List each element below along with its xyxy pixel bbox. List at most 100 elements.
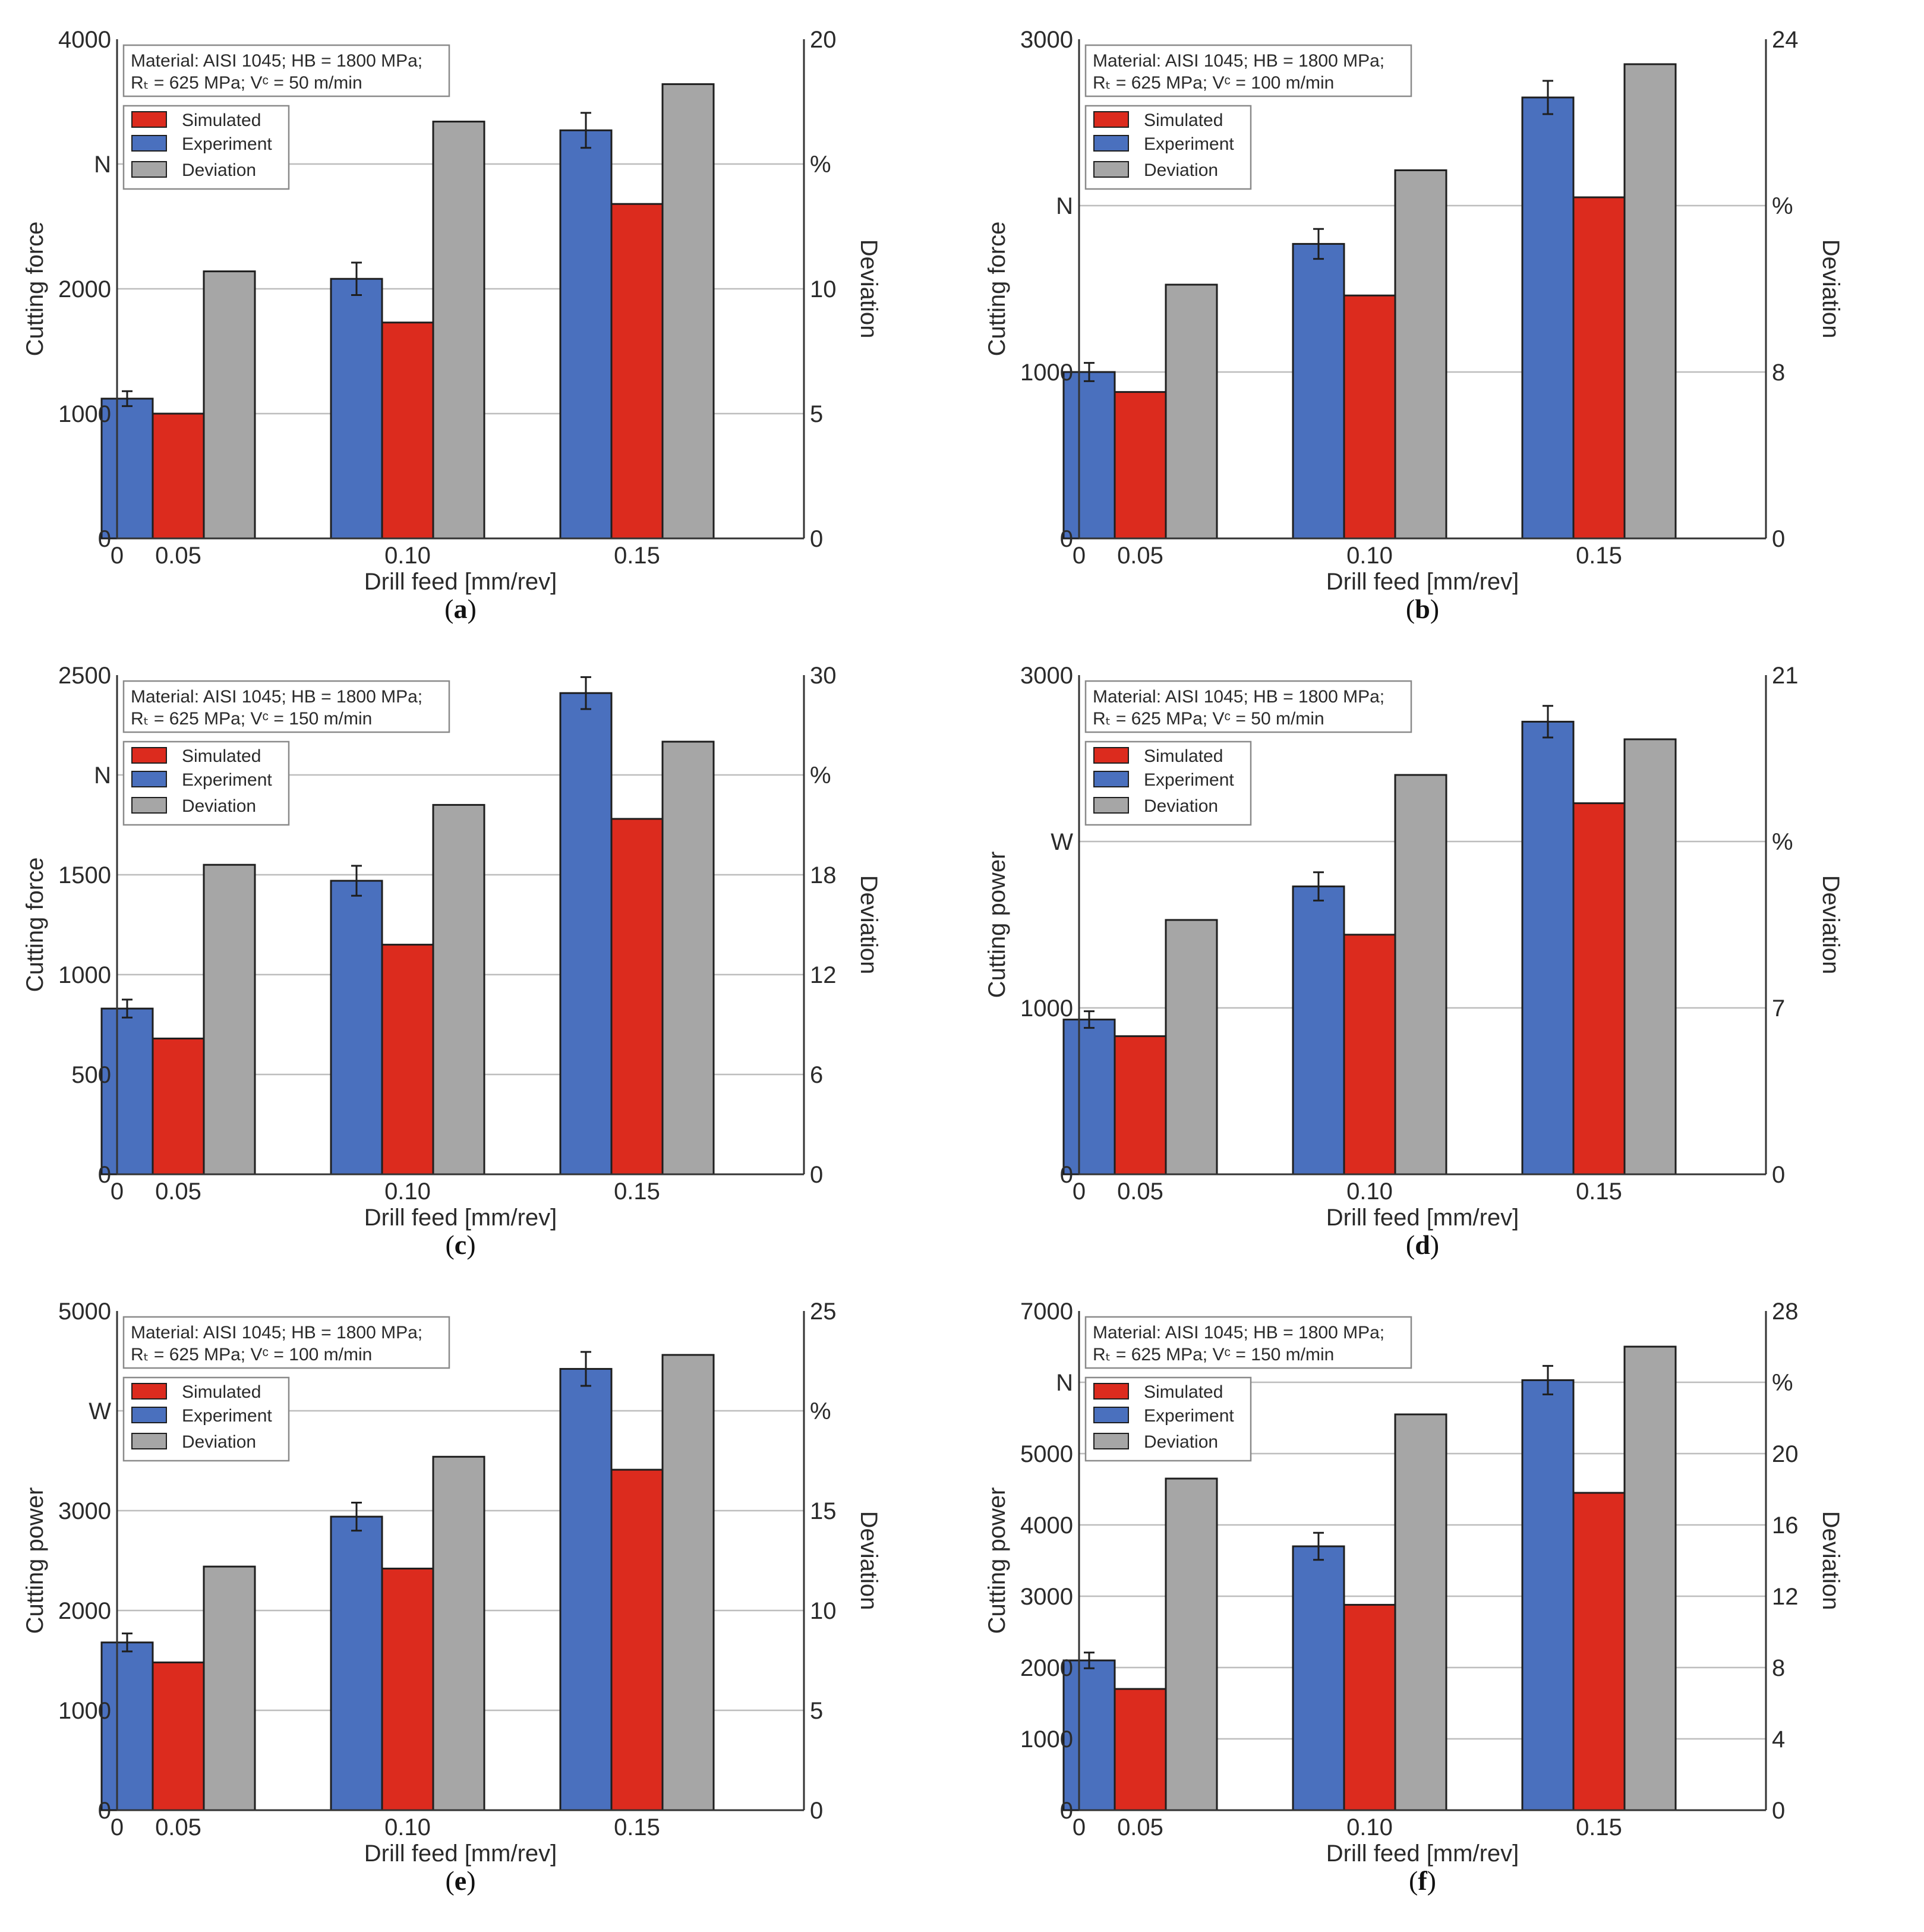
bar-experiment-0.05 xyxy=(1062,1019,1116,1175)
x-tick-label: 0.10 xyxy=(1346,543,1393,569)
y2-axis-label: Deviation xyxy=(1818,239,1844,339)
y2-tick-label: 5 xyxy=(810,401,823,427)
x-tick-label: 0.15 xyxy=(614,1178,660,1205)
y-tick-label: 1000 xyxy=(1020,995,1073,1022)
y2-tick-label: 10 xyxy=(810,276,837,302)
legend-label-experiment: Experiment xyxy=(182,1406,272,1426)
x-axis-label: Drill feed [mm/rev] xyxy=(1326,1840,1519,1867)
legend-label-deviation: Deviation xyxy=(182,1432,256,1452)
y-tick-label: 500 xyxy=(71,1062,111,1088)
bar-experiment-0.15 xyxy=(559,129,613,540)
legend-swatch-deviation xyxy=(131,1433,167,1449)
y2-tick-label: 20 xyxy=(810,27,837,53)
bar-experiment-0.15 xyxy=(1521,1379,1575,1811)
legend-label-deviation: Deviation xyxy=(1144,160,1218,180)
x-tick-label: 0.05 xyxy=(1117,1814,1163,1840)
legend-swatch-simulated xyxy=(131,747,167,764)
x-origin-label: 0 xyxy=(1073,543,1086,569)
y-tick-label: 2000 xyxy=(58,1598,111,1624)
bar-simulated-0.15 xyxy=(1572,1492,1626,1811)
legend-swatch-simulated xyxy=(131,1383,167,1400)
info-line-2: Rₜ = 625 MPa; Vᶜ = 150 m/min xyxy=(131,709,372,729)
bar-simulated-0.10 xyxy=(1343,1603,1396,1811)
info-line-2: Rₜ = 625 MPa; Vᶜ = 150 m/min xyxy=(1093,1345,1334,1364)
info-line-1: Material: AISI 1045; HB = 1800 MPa; xyxy=(131,687,422,707)
bar-simulated-0.15 xyxy=(1572,802,1626,1175)
y-tick-label: 1500 xyxy=(58,862,111,888)
y2-axis-label: Deviation xyxy=(1818,1511,1844,1610)
bar-simulated-0.15 xyxy=(610,818,664,1175)
chart-svg: 0 1000 W 3000 0 7% 21 0 0.05 0.10 0.15 Drill feed [… xyxy=(984,663,1844,1260)
panel-caption: (f) xyxy=(1409,1865,1436,1896)
legend-swatch-experiment xyxy=(1093,135,1129,152)
y-axis-label: Cutting power xyxy=(984,852,1010,998)
bar-simulated-0.05 xyxy=(152,1661,205,1811)
y2-tick-label: 16 xyxy=(1772,1512,1799,1539)
bar-deviation-0.10 xyxy=(432,1455,485,1811)
y-axis-label: Cutting power xyxy=(984,1487,1010,1634)
x-origin-label: 0 xyxy=(111,1178,124,1205)
y2-tick-label: 12 xyxy=(810,962,837,988)
bar-experiment-0.05 xyxy=(1062,371,1116,540)
bar-simulated-0.05 xyxy=(1114,1688,1167,1811)
legend-label-simulated: Simulated xyxy=(182,1382,261,1402)
info-line-2: Rₜ = 625 MPa; Vᶜ = 100 m/min xyxy=(131,1345,372,1364)
y2-tick-label: 28 xyxy=(1772,1298,1799,1325)
y-tick-label: N xyxy=(1056,193,1073,219)
x-tick-label: 0.15 xyxy=(1576,543,1622,569)
info-line-1: Material: AISI 1045; HB = 1800 MPa; xyxy=(1093,51,1384,71)
y2-axis-label: Deviation xyxy=(856,239,882,339)
legend-label-simulated: Simulated xyxy=(1144,746,1223,766)
bar-deviation-0.05 xyxy=(203,863,256,1175)
y2-tick-label: 10 xyxy=(810,1598,837,1624)
legend-swatch-experiment xyxy=(1093,1407,1129,1423)
y-tick-label: 1000 xyxy=(1020,1726,1073,1753)
legend-label-deviation: Deviation xyxy=(1144,1432,1218,1452)
y2-tick-label: 0 xyxy=(810,1162,823,1188)
info-line-1: Material: AISI 1045; HB = 1800 MPa; xyxy=(1093,1323,1384,1342)
legend-label-deviation: Deviation xyxy=(1144,796,1218,816)
chart-panel-b: 0 1000 N 3000 0 8% 24 0 0.05 0.10 0.15 Drill feed [… xyxy=(962,0,1924,630)
y-tick-label: 3000 xyxy=(1020,663,1073,689)
legend-label-experiment: Experiment xyxy=(1144,134,1234,154)
x-axis-label: Drill feed [mm/rev] xyxy=(364,1205,557,1231)
y-tick-label: 5000 xyxy=(1020,1441,1073,1467)
y2-tick-label: 5 xyxy=(810,1698,823,1724)
legend-label-simulated: Simulated xyxy=(1144,1382,1223,1402)
y2-tick-label: % xyxy=(810,152,831,178)
y2-tick-label: 0 xyxy=(1772,1162,1785,1188)
chart-panel-f: 0 1000 2000 3000 4000 5000 N 7000 0 4 8 12 16 20% 28 0 0… xyxy=(962,1272,1924,1902)
y-tick-label: 3000 xyxy=(1020,1584,1073,1610)
legend-swatch-deviation xyxy=(1093,1433,1129,1449)
legend-swatch-simulated xyxy=(1093,111,1129,128)
x-origin-label: 0 xyxy=(1073,1178,1086,1205)
y-tick-label: 0 xyxy=(1060,526,1073,552)
y-tick-label: 3000 xyxy=(1020,27,1073,53)
bar-simulated-0.10 xyxy=(1343,294,1396,540)
y2-tick-label: 25 xyxy=(810,1298,837,1325)
legend-swatch-simulated xyxy=(1093,1383,1129,1400)
legend-swatch-simulated xyxy=(131,111,167,128)
bar-experiment-0.05 xyxy=(100,1641,154,1811)
bar-deviation-0.15 xyxy=(661,83,715,540)
bar-deviation-0.05 xyxy=(203,1565,256,1811)
bar-simulated-0.05 xyxy=(1114,391,1167,540)
info-box xyxy=(122,680,450,733)
bar-simulated-0.10 xyxy=(1343,934,1396,1175)
x-tick-label: 0.05 xyxy=(155,543,201,569)
y2-axis-label: Deviation xyxy=(1818,875,1844,975)
y-tick-label: 0 xyxy=(1060,1162,1073,1188)
y2-tick-label: 8 xyxy=(1772,1655,1785,1681)
legend-swatch-deviation xyxy=(131,161,167,178)
bar-deviation-0.15 xyxy=(1623,63,1677,540)
chart-panel-e: 0 1000 2000 3000 W 5000 0 5 10 15% 25 0 0.05 0.10 0.15… xyxy=(0,1272,962,1902)
y-tick-label: N xyxy=(94,762,111,789)
x-axis-label: Drill feed [mm/rev] xyxy=(364,1840,557,1867)
x-axis-label: Drill feed [mm/rev] xyxy=(1326,569,1519,595)
legend-label-experiment: Experiment xyxy=(1144,1406,1234,1426)
info-line-1: Material: AISI 1045; HB = 1800 MPa; xyxy=(131,1323,422,1342)
chart-panel-c: 0 500 1000 1500 N 2500 0 6 12 18% 30 0 0.05 0.10 0.15 D… xyxy=(0,636,962,1266)
bar-deviation-0.05 xyxy=(1165,1477,1218,1811)
x-tick-label: 0.05 xyxy=(155,1178,201,1205)
bar-experiment-0.10 xyxy=(1292,242,1345,540)
